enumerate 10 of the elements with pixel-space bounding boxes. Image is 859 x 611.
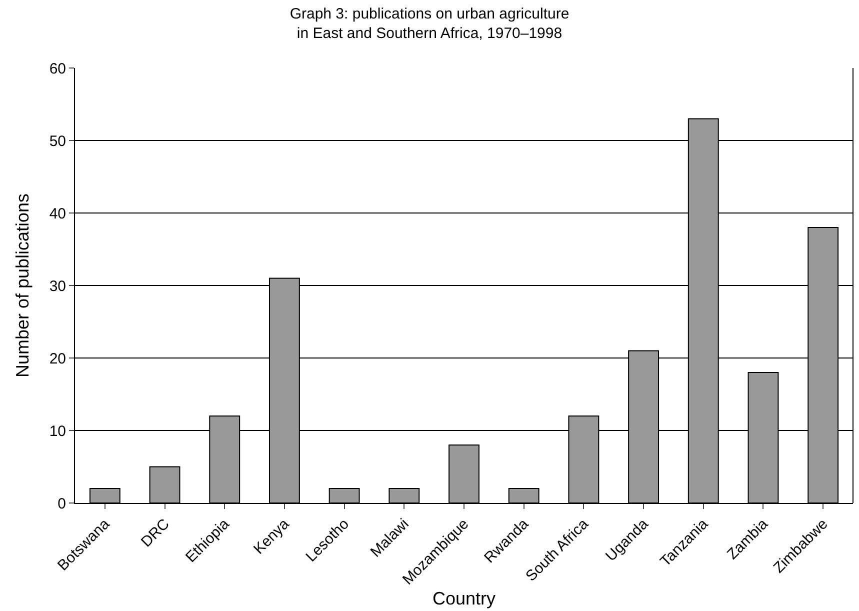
y-tick-label: 60	[49, 60, 66, 78]
y-axis-title: Number of publications	[12, 193, 33, 378]
y-tick-label: 40	[49, 205, 66, 222]
y-tick-label: 50	[49, 132, 66, 150]
chart-title: Graph 3: publications on urban agriculture in East and Southern Africa, 1970–1998	[290, 5, 570, 42]
y-tick-label: 30	[49, 278, 66, 295]
y-tick-label: 10	[49, 422, 66, 440]
y-tick-label: 20	[49, 350, 66, 368]
x-axis-title: Country	[432, 588, 496, 608]
y-tick-label: 0	[58, 495, 66, 512]
